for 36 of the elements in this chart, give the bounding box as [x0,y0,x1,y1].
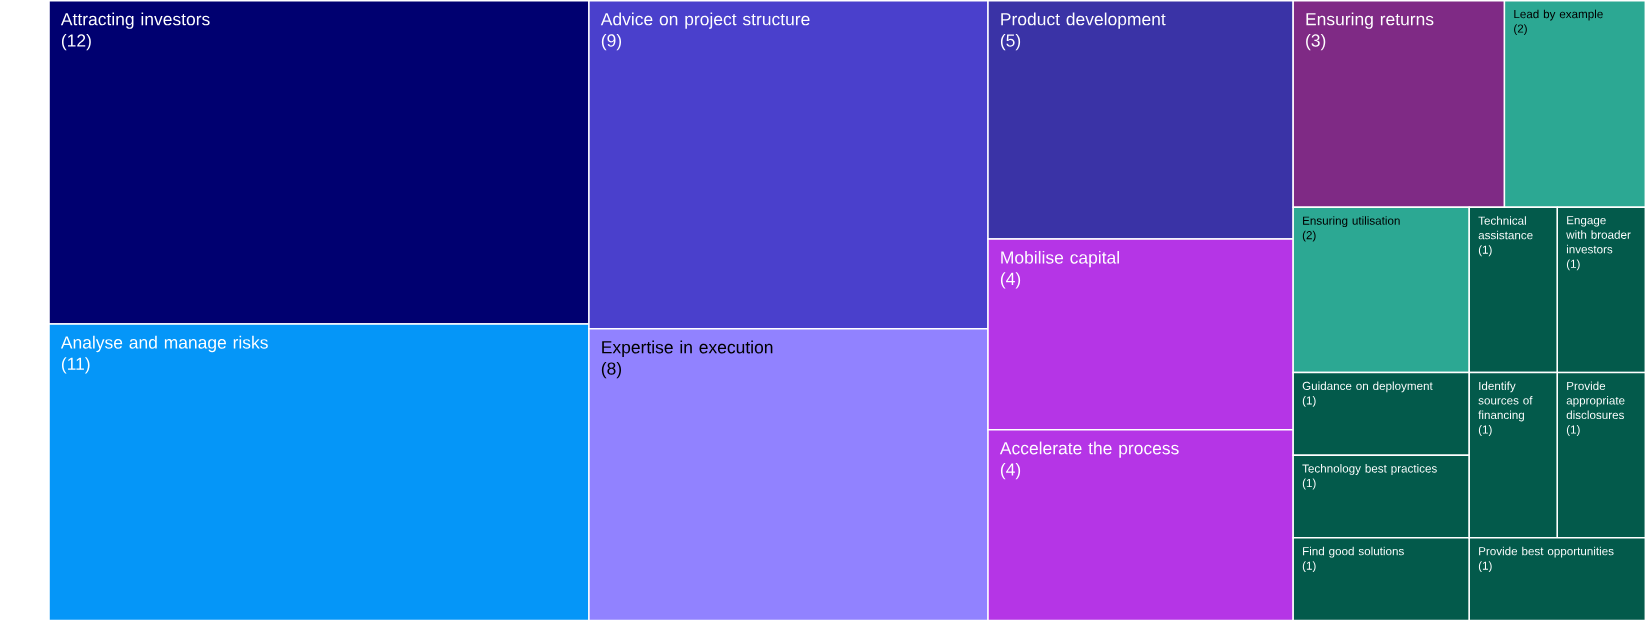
data-label: (1) [1478,561,1492,573]
data-label: (5) [1000,33,1021,51]
data-label: (2) [1302,230,1316,242]
data-label: (2) [1514,24,1527,35]
category-label: Attracting investors [60,12,210,29]
data-label: (3) [1306,33,1326,51]
data-label: (1) [1478,425,1492,436]
category-label: Provide appropriate disclosures [1566,381,1625,420]
category-label: Expertise in execution [602,340,773,357]
category-label: Technology best practices [1302,464,1437,475]
data-label: (4) [1000,462,1021,480]
category-label: Ensuring utilisation [1303,216,1400,227]
data-label: (12) [61,33,91,51]
category-label: Accelerate the process [999,441,1179,458]
category-label: Analyse and manage risks [60,335,268,353]
data-label: (9) [601,33,622,51]
data-label: (4) [1000,272,1021,289]
category-label: Engage with broader investors [1566,216,1631,254]
category-label: Identify sources of financing [1478,381,1533,422]
data-label: (8) [601,361,622,379]
data-label: (1) [1566,425,1580,436]
data-label: (1) [1302,478,1316,490]
category-label: Guidance on deployment [1302,381,1433,393]
category-label: Find good solutions [1303,546,1404,558]
category-label: Technical assistance [1478,216,1533,240]
category-label: Mobilise capital [1001,250,1119,268]
data-label: (1) [1302,395,1316,407]
category-label: Provide best opportunities [1479,546,1614,558]
data-label: (11) [61,357,90,374]
category-label: Advice on project structure [600,12,810,29]
category-label: Product development [1001,12,1166,29]
data-label: (1) [1566,259,1580,271]
category-label: Ensuring returns [1306,12,1434,29]
category-label: Lead by example [1514,9,1603,21]
data-label: (1) [1478,245,1492,257]
data-label: (1) [1302,561,1316,573]
